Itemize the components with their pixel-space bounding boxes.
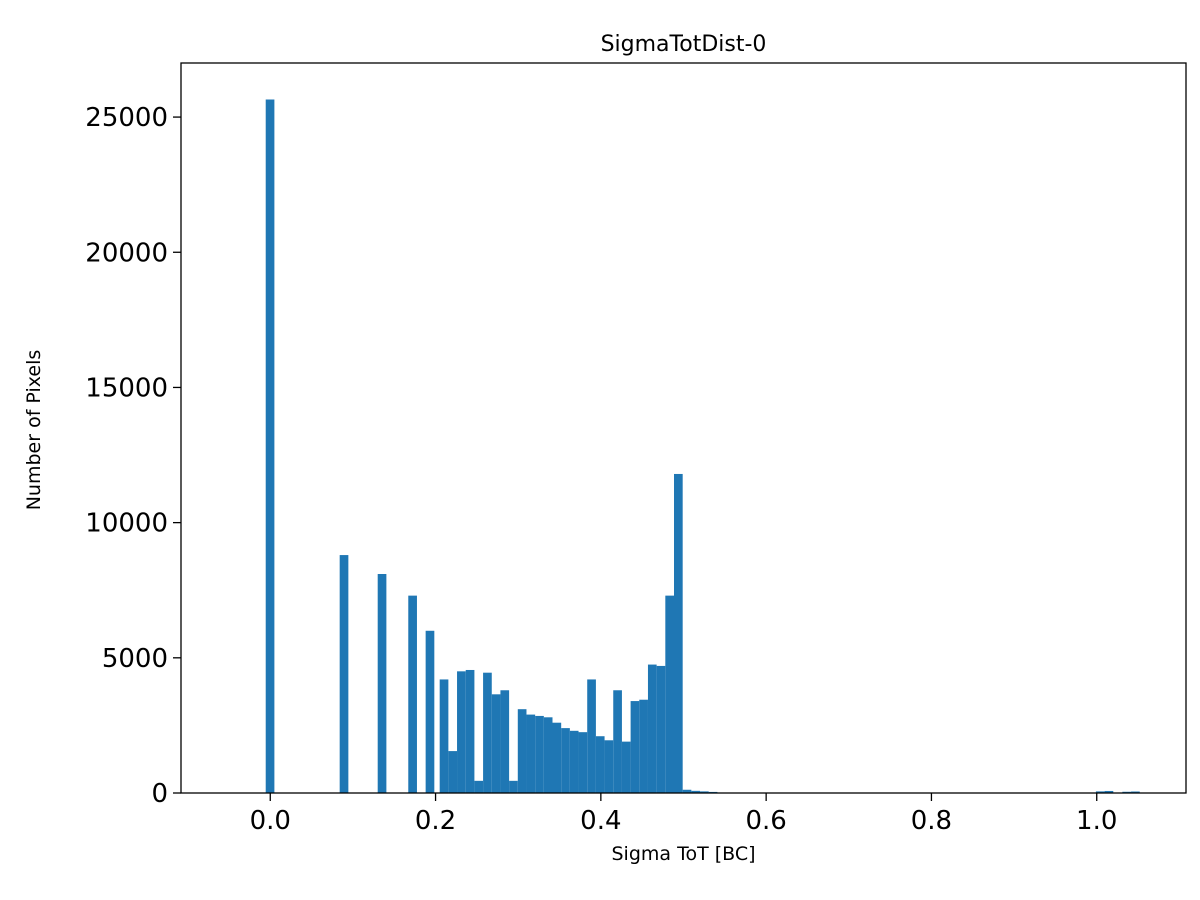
histogram-bar	[613, 690, 622, 793]
histogram-bar	[604, 740, 614, 793]
y-tick-label: 25000	[85, 103, 168, 133]
histogram-bar	[561, 728, 570, 793]
histogram-bar	[1131, 791, 1140, 793]
x-tick-label: 0.6	[745, 806, 786, 836]
histogram-bar	[682, 789, 692, 793]
histogram-bar	[517, 709, 527, 793]
histogram-bar	[578, 732, 588, 793]
histogram-bar	[377, 574, 387, 793]
histogram-bar	[425, 630, 435, 793]
y-tick-label: 5000	[102, 644, 168, 674]
histogram-bar	[491, 694, 501, 793]
histogram-bar	[569, 730, 579, 793]
histogram-bar	[483, 672, 492, 793]
histogram-bar	[621, 741, 631, 793]
y-tick-label: 0	[151, 779, 168, 809]
histogram-bar	[552, 722, 562, 793]
axes-frame	[180, 62, 1187, 794]
histogram-bar	[339, 555, 349, 793]
x-tick-label: 1.0	[1076, 806, 1117, 836]
histogram-bar	[439, 679, 449, 793]
histogram-bar	[543, 717, 553, 793]
histogram-bar	[500, 690, 510, 793]
histogram-bar	[265, 99, 275, 793]
histogram-bar	[587, 679, 596, 793]
histogram-bar	[647, 664, 657, 793]
histogram-bar	[595, 736, 605, 793]
histogram-bar	[465, 669, 475, 793]
histogram-bar	[509, 780, 518, 793]
histogram-bar	[630, 701, 640, 793]
histogram-bar	[457, 671, 466, 793]
x-axis-label: Sigma ToT [BC]	[611, 843, 756, 865]
histogram-bar	[1095, 791, 1105, 793]
histogram-bar	[408, 595, 417, 793]
histogram-bar	[474, 780, 484, 793]
histogram-bar	[674, 473, 683, 793]
x-tick-label: 0.0	[250, 806, 291, 836]
histogram-bar	[656, 665, 666, 793]
histogram-bar	[1104, 790, 1114, 793]
x-tick-label: 0.8	[911, 806, 952, 836]
histogram-bar	[639, 699, 648, 793]
histogram-bar	[700, 791, 709, 793]
histogram-bar	[535, 715, 544, 793]
y-axis-label: Number of Pixels	[23, 349, 45, 511]
histogram-bar	[526, 714, 536, 793]
x-tick-label: 0.4	[580, 806, 621, 836]
histogram-bar	[691, 790, 701, 793]
histogram-bar	[665, 595, 674, 793]
y-tick-label: 10000	[85, 509, 168, 539]
chart-title: SigmaTotDist-0	[600, 32, 767, 57]
histogram-bar	[448, 751, 458, 793]
x-tick-label: 0.2	[415, 806, 456, 836]
y-tick-label: 20000	[85, 238, 168, 268]
y-tick-label: 15000	[85, 373, 168, 403]
